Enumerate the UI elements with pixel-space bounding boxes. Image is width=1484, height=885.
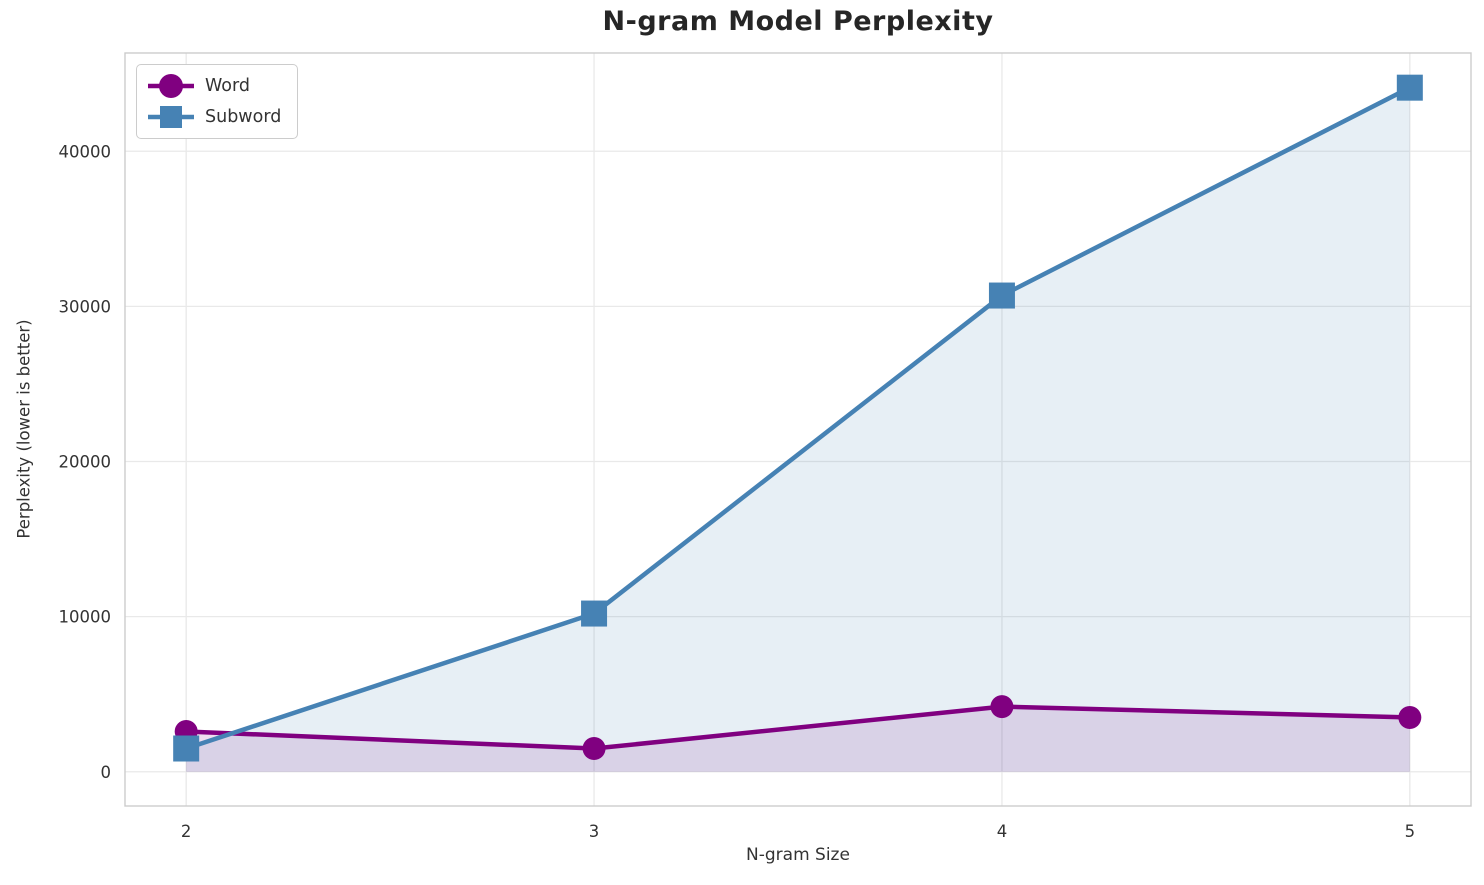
x-tick-label: 3	[589, 822, 600, 841]
legend-label-subword: Subword	[205, 107, 282, 127]
data-point-word-3	[582, 737, 606, 761]
area-fill-word	[186, 706, 1410, 772]
data-point-word-4	[990, 695, 1014, 719]
y-tick-label: 20000	[59, 453, 112, 472]
data-point-subword-3	[581, 600, 608, 627]
y-tick-label: 0	[101, 763, 112, 782]
x-tick-label: 5	[1405, 822, 1416, 841]
x-axis-label: N-gram Size	[746, 845, 850, 865]
data-point-word-5	[1398, 705, 1422, 729]
plot-border	[124, 52, 1472, 807]
legend-handle-word	[148, 74, 194, 98]
y-tick-label: 10000	[59, 608, 112, 627]
data-point-subword-4	[988, 282, 1015, 309]
area-fill-subword	[186, 87, 1410, 772]
legend: Word Subword	[136, 64, 299, 139]
data-point-subword-5	[1396, 74, 1423, 101]
legend-marker-subword-icon	[160, 106, 182, 128]
x-tick-label: 4	[997, 822, 1008, 841]
legend-item-word: Word	[146, 71, 281, 101]
line-word	[183, 704, 1413, 751]
y-tick-label: 30000	[59, 297, 112, 316]
legend-label-word: Word	[205, 76, 250, 96]
x-tick-label: 2	[181, 822, 192, 841]
line-subword	[183, 85, 1413, 751]
y-axis-label: Perplexity (lower is better)	[14, 319, 34, 539]
y-tick-label: 40000	[59, 142, 112, 161]
legend-item-subword: Subword	[146, 102, 281, 132]
data-point-subword-2	[173, 735, 200, 762]
chart-title: N-gram Model Perplexity	[602, 6, 994, 37]
legend-marker-word-icon	[159, 74, 183, 98]
legend-handle-subword	[148, 106, 194, 128]
